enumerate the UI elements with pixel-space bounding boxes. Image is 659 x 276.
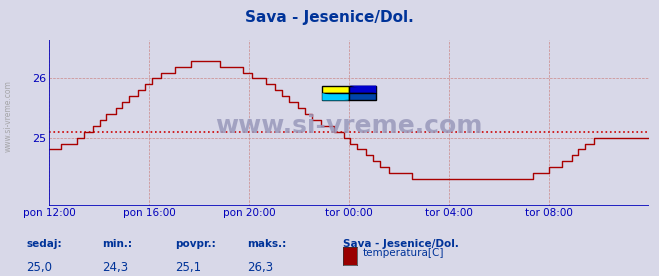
Text: 26,3: 26,3 (247, 261, 273, 274)
Text: temperatura[C]: temperatura[C] (362, 248, 444, 258)
Text: Sava - Jesenice/Dol.: Sava - Jesenice/Dol. (245, 10, 414, 25)
Text: www.si-vreme.com: www.si-vreme.com (3, 80, 13, 152)
Text: maks.:: maks.: (247, 239, 287, 249)
Text: 25,0: 25,0 (26, 261, 53, 274)
FancyBboxPatch shape (322, 93, 349, 100)
FancyBboxPatch shape (322, 86, 349, 93)
Text: 25,1: 25,1 (175, 261, 201, 274)
Text: sedaj:: sedaj: (26, 239, 62, 249)
Polygon shape (322, 93, 349, 100)
FancyBboxPatch shape (349, 93, 376, 100)
Polygon shape (349, 86, 376, 93)
Text: povpr.:: povpr.: (175, 239, 215, 249)
FancyBboxPatch shape (349, 86, 376, 93)
Text: min.:: min.: (102, 239, 132, 249)
Text: Sava - Jesenice/Dol.: Sava - Jesenice/Dol. (343, 239, 459, 249)
Text: www.si-vreme.com: www.si-vreme.com (215, 114, 483, 138)
Text: 24,3: 24,3 (102, 261, 129, 274)
